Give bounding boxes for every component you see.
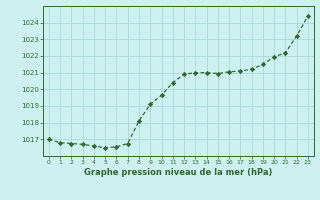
X-axis label: Graphe pression niveau de la mer (hPa): Graphe pression niveau de la mer (hPa) bbox=[84, 168, 273, 177]
